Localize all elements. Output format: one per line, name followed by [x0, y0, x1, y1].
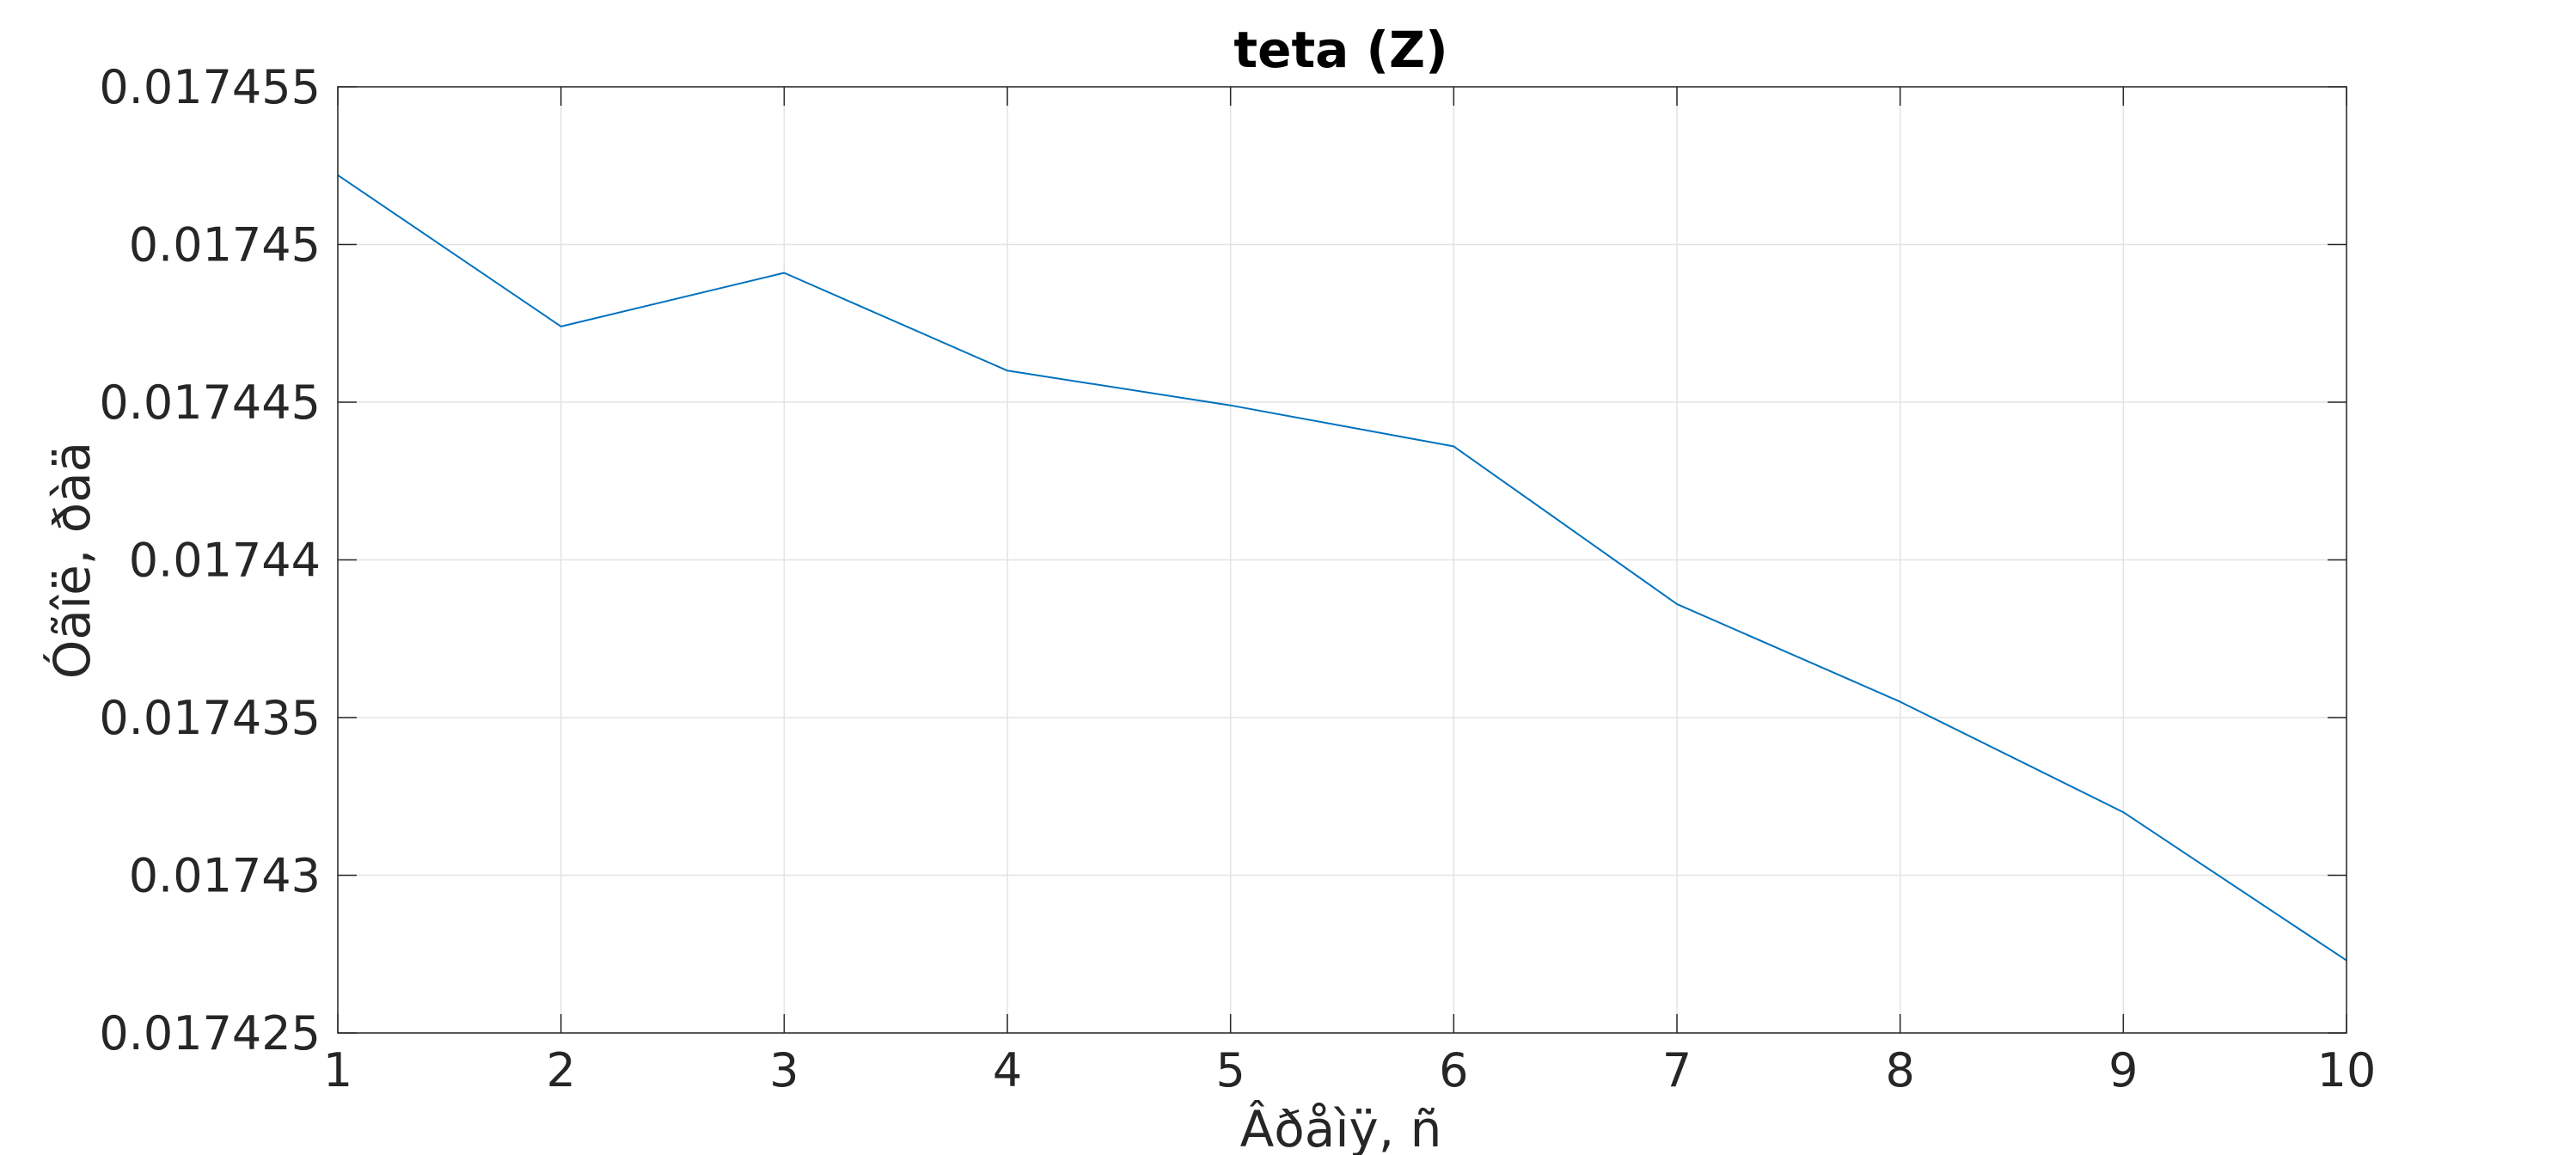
series-layer: [337, 174, 2347, 962]
x-axis-label: Âðåìÿ, ñ: [1240, 1099, 1442, 1155]
tick-marks: [337, 86, 2347, 1034]
x-tick-label: 2: [546, 1043, 575, 1097]
y-tick-label: 0.01744: [129, 534, 321, 588]
y-tick-label: 0.017425: [99, 1006, 321, 1060]
x-tick-label: 7: [1662, 1043, 1692, 1097]
y-tick-label: 0.017445: [99, 376, 321, 430]
x-tick-label: 1: [323, 1043, 352, 1097]
y-tick-labels: 0.017425 0.01743 0.017435 0.01744 0.017445 0.…: [99, 60, 321, 1060]
series-line: [337, 174, 2347, 962]
y-tick-label: 0.017455: [99, 60, 321, 114]
chart-title: teta (Z): [1233, 21, 1447, 79]
y-tick-label: 0.01745: [129, 218, 321, 272]
x-tick-label: 9: [2108, 1043, 2138, 1097]
x-tick-label: 8: [1885, 1043, 1914, 1097]
x-tick-label: 6: [1439, 1043, 1468, 1097]
y-axis-label: Óãîë, ðàä: [42, 442, 101, 679]
x-tick-label: 10: [2317, 1043, 2377, 1097]
x-tick-label: 4: [993, 1043, 1022, 1097]
x-tick-labels: 1 2 3 4 5 6 7 8 9 10: [323, 1043, 2377, 1097]
y-tick-label: 0.01743: [129, 849, 321, 903]
y-tick-label: 0.017435: [99, 691, 321, 745]
x-tick-label: 5: [1215, 1043, 1245, 1097]
x-tick-label: 3: [769, 1043, 798, 1097]
